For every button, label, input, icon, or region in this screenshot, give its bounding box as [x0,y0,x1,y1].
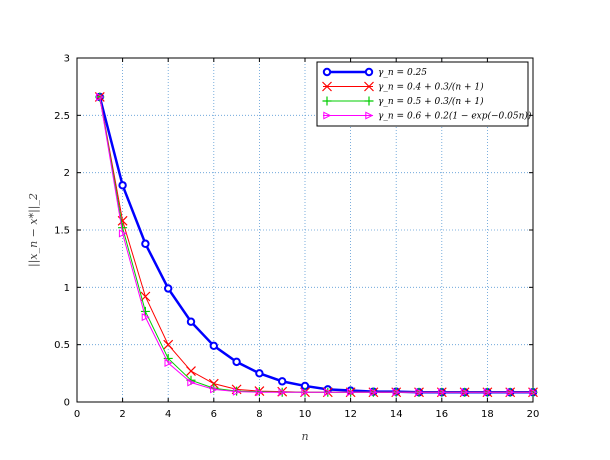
data-point [483,388,492,397]
data-point [369,388,378,397]
legend-entry: γ_n = 0.6 + 0.2(1 − exp(−0.05n)) [323,111,532,122]
legend-marker [322,67,332,77]
data-point [141,313,150,322]
series-3 [95,92,538,397]
series-4 [96,92,538,397]
series-line [99,96,533,393]
y-tick-label: 3 [64,54,70,65]
series-2 [94,92,538,398]
x-tick-label: 4 [165,409,171,420]
legend-marker [364,96,374,106]
legend-label: γ_n = 0.5 + 0.3/(n + 1) [378,96,484,107]
legend-marker [322,81,332,92]
data-point [118,181,127,190]
legend-marker [364,81,374,92]
data-point [187,378,196,387]
data-point [141,239,150,248]
data-point [506,388,515,397]
data-point [232,387,241,396]
legend-entry: γ_n = 0.25 [322,67,427,78]
data-point [301,388,310,397]
x-tick-label: 0 [74,409,80,420]
data-point [140,306,150,316]
data-point [232,357,241,367]
x-tick-label: 16 [435,409,448,420]
legend-marker [364,67,374,77]
data-point [209,341,219,351]
data-point [415,388,424,397]
y-tick-label: 2 [64,168,70,179]
x-tick-label: 8 [256,409,262,420]
data-point [460,388,469,397]
y-tick-label: 2.5 [54,111,70,122]
data-point [438,388,447,397]
data-point [324,388,333,397]
data-point [278,377,287,386]
x-tick-label: 10 [299,409,312,420]
data-point [164,359,173,368]
data-point [96,92,105,101]
data-point [164,284,173,293]
x-tick-label: 20 [527,409,540,420]
data-point [346,388,355,397]
y-tick-label: 1 [64,283,70,294]
x-tick-label: 12 [344,409,357,420]
y-tick-label: 0.5 [54,340,70,351]
x-tick-label: 2 [119,409,125,420]
legend-entry: γ_n = 0.4 + 0.3/(n + 1) [322,81,484,93]
data-point [529,388,538,397]
legend-label: γ_n = 0.4 + 0.3/(n + 1) [378,82,484,93]
legend-marker [365,111,374,120]
legend-entry: γ_n = 0.5 + 0.3/(n + 1) [322,96,484,107]
data-point [186,366,196,376]
legend-marker [322,96,332,106]
legend-marker [323,111,332,120]
data-point [255,369,264,378]
data-point [186,317,196,326]
y-tick-label: 1.5 [54,226,70,237]
x-tick-label: 14 [390,409,403,420]
data-point [210,385,219,394]
data-point [278,388,287,397]
x-axis-label: n [301,430,308,443]
y-tick-label: 0 [64,398,70,409]
series-1 [95,92,538,397]
data-point [392,388,401,397]
data-point [118,229,127,238]
legend-label: γ_n = 0.6 + 0.2(1 − exp(−0.05n)) [378,111,532,122]
axis-ticks: 0 2 4 6 8 10 12 14 16 18 20 0 0.5 1 1.5 2 2.5 3 [54,54,539,421]
data-point [255,388,264,397]
y-axis-label: ||x_n − x*||_2 [27,193,41,267]
data-point [163,339,174,350]
legend-label: γ_n = 0.25 [378,68,427,78]
legend: γ_n = 0.25 γ_n = 0.4 + 0.3/(n + 1) γ_n = 0… [316,61,532,127]
x-tick-label: 18 [481,409,494,420]
series-lines [94,92,538,398]
x-tick-label: 6 [211,409,217,420]
